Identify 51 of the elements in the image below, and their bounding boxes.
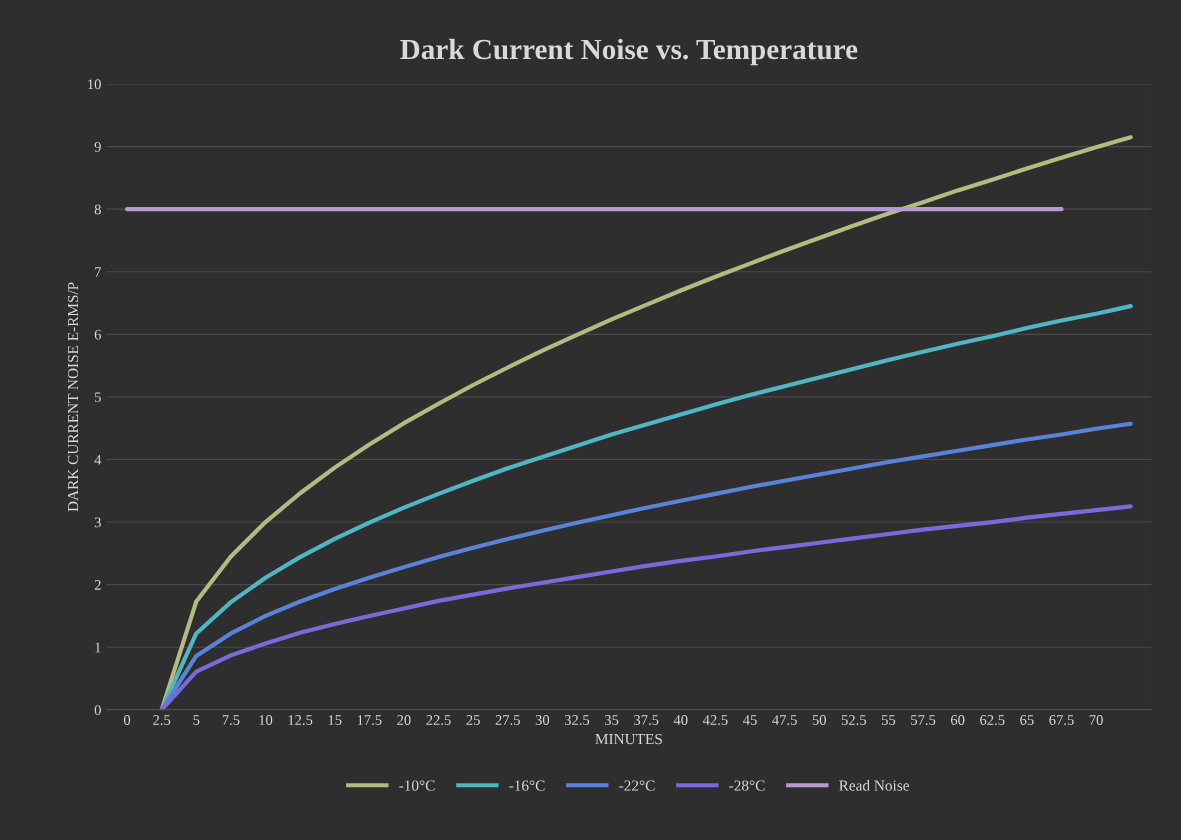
x-tick-label: 22.5 [426, 715, 451, 725]
x-tick-label: 20 [397, 715, 411, 725]
x-tick-label: 32.5 [564, 715, 590, 725]
x-tick-label: 35 [604, 715, 619, 725]
x-tick-label: 60 [951, 715, 965, 725]
x-tick-label: 47.5 [772, 715, 797, 725]
x-tick-label: 40 [673, 715, 688, 725]
x-tick-label: 57.5 [911, 715, 936, 725]
y-tick-label: 3 [94, 517, 101, 528]
legend-label: Read Noise [839, 779, 909, 791]
x-axis-title: MINUTES [595, 733, 662, 745]
line-series [159, 304, 1133, 710]
legend-label: -10°C [399, 780, 435, 791]
line-series [159, 504, 1133, 710]
x-tick-label: 7.5 [222, 715, 240, 725]
x-tick-label: 65 [1020, 715, 1034, 725]
y-tick-label: 1 [95, 642, 101, 653]
line-series [159, 421, 1133, 710]
x-tick-label: 50 [812, 715, 826, 725]
legend-label: -28°C [729, 780, 765, 791]
x-tick-label: 25 [466, 715, 480, 725]
x-tick-label: 45 [743, 715, 757, 725]
y-tick-label: 6 [94, 329, 101, 340]
x-tick-label: 55 [882, 715, 896, 725]
x-tick-label: 10 [259, 715, 273, 725]
x-tick-label: 0 [123, 715, 131, 725]
legend-label: -22°C [619, 780, 655, 791]
x-tick-label: 17.5 [357, 715, 382, 725]
x-tick-label: 15 [328, 715, 342, 725]
y-tick-label: 5 [94, 392, 101, 403]
y-tick-label: 7 [95, 267, 102, 277]
y-tick-label: 2 [94, 580, 101, 590]
chart-title: Dark Current Noise vs. Temperature [400, 38, 858, 66]
x-tick-label: 62.5 [980, 715, 1005, 725]
y-axis-title: DARK CURRENT NOISE E-RMS/P [67, 282, 79, 512]
x-tick-label: 37.5 [634, 715, 659, 725]
y-tick-label: 9 [94, 141, 101, 152]
x-tick-label: 70 [1089, 715, 1103, 725]
y-tick-label: 10 [88, 79, 101, 90]
y-tick-label: 0 [94, 705, 101, 715]
x-tick-label: 2.5 [153, 715, 171, 725]
x-tick-label: 30 [535, 715, 550, 725]
x-tick-label: 42.5 [702, 715, 728, 725]
y-tick-label: 4 [94, 454, 102, 465]
x-tick-label: 5 [193, 715, 200, 725]
y-tick-label: 8 [94, 204, 101, 215]
x-tick-label: 67.5 [1049, 715, 1074, 725]
x-tick-label: 52.5 [841, 715, 867, 725]
x-tick-label: 12.5 [288, 715, 313, 725]
legend-label: -16°C [509, 780, 545, 791]
x-tick-label: 27.5 [495, 715, 520, 725]
